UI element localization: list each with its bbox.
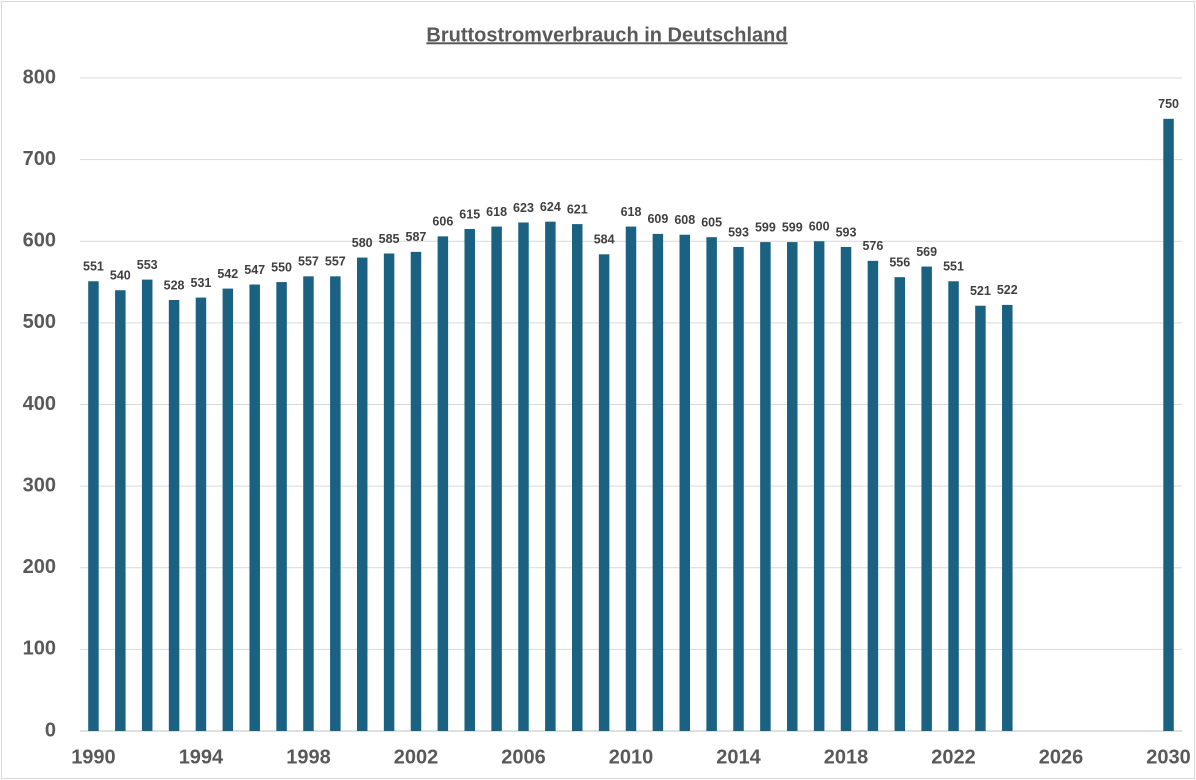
bar bbox=[625, 226, 637, 731]
data-label: 557 bbox=[325, 255, 346, 269]
data-label: 547 bbox=[244, 263, 265, 277]
data-label: 618 bbox=[486, 205, 507, 219]
data-label: 576 bbox=[862, 239, 883, 253]
bar bbox=[303, 276, 314, 731]
y-tick-label: 400 bbox=[23, 393, 56, 415]
y-tick-label: 700 bbox=[23, 148, 56, 170]
data-label: 553 bbox=[137, 258, 158, 272]
data-label: 584 bbox=[594, 233, 615, 247]
y-tick-label: 200 bbox=[23, 556, 56, 578]
bar bbox=[518, 222, 529, 731]
bar bbox=[679, 234, 691, 731]
x-tick-label: 2026 bbox=[1039, 746, 1084, 768]
bar bbox=[491, 226, 502, 731]
data-label: 599 bbox=[755, 220, 776, 234]
data-label: 600 bbox=[809, 220, 830, 234]
data-label: 551 bbox=[83, 260, 104, 274]
data-label: 615 bbox=[459, 207, 480, 221]
bar bbox=[975, 305, 986, 731]
data-label: 521 bbox=[970, 284, 991, 298]
bar bbox=[115, 290, 126, 731]
data-label: 550 bbox=[271, 260, 292, 274]
y-tick-label: 800 bbox=[23, 66, 56, 88]
bar bbox=[410, 251, 422, 731]
bar bbox=[652, 233, 664, 731]
bar bbox=[921, 266, 932, 731]
y-tick-label: 300 bbox=[23, 474, 56, 496]
x-tick-label: 2018 bbox=[824, 746, 869, 768]
bar bbox=[141, 279, 153, 731]
data-label: 624 bbox=[540, 200, 561, 214]
data-label: 542 bbox=[217, 267, 238, 281]
x-tick-label: 1990 bbox=[71, 746, 116, 768]
data-label: 569 bbox=[916, 245, 937, 259]
bar bbox=[195, 297, 207, 731]
data-label: 606 bbox=[432, 215, 453, 229]
data-label: 608 bbox=[674, 213, 695, 227]
data-label: 528 bbox=[164, 278, 185, 292]
bar bbox=[760, 242, 771, 731]
data-label: 540 bbox=[110, 269, 131, 283]
data-label: 593 bbox=[836, 225, 857, 239]
data-label: 609 bbox=[647, 212, 668, 226]
data-label: 587 bbox=[406, 230, 427, 244]
bar bbox=[1002, 304, 1013, 731]
chart-title: Bruttostromverbrauch in Deutschland bbox=[426, 24, 787, 46]
data-label: 618 bbox=[621, 205, 642, 219]
bar bbox=[330, 276, 341, 731]
data-label: 599 bbox=[782, 220, 803, 234]
bar bbox=[840, 246, 852, 731]
bar bbox=[571, 224, 583, 731]
x-tick-label: 2030 bbox=[1146, 746, 1191, 768]
bar bbox=[733, 246, 744, 731]
bar bbox=[948, 281, 959, 731]
bar bbox=[598, 254, 610, 731]
x-tick-label: 1994 bbox=[179, 746, 224, 768]
bar bbox=[787, 242, 798, 731]
data-label: 621 bbox=[567, 202, 588, 216]
bar bbox=[894, 277, 906, 731]
data-label: 605 bbox=[701, 215, 722, 229]
data-label: 580 bbox=[352, 236, 373, 250]
y-tick-label: 100 bbox=[23, 638, 56, 660]
bar bbox=[437, 236, 449, 732]
x-tick-label: 1998 bbox=[286, 746, 331, 768]
data-label: 551 bbox=[943, 260, 964, 274]
bar bbox=[276, 282, 287, 731]
x-tick-label: 2002 bbox=[394, 746, 439, 768]
data-label: 531 bbox=[191, 276, 212, 290]
x-tick-label: 2014 bbox=[716, 746, 761, 768]
bar bbox=[1163, 118, 1174, 731]
bar bbox=[813, 241, 825, 731]
data-label: 593 bbox=[728, 225, 749, 239]
data-label: 556 bbox=[889, 255, 910, 269]
bar bbox=[222, 288, 234, 731]
data-label: 623 bbox=[513, 201, 534, 215]
bar bbox=[464, 229, 475, 731]
bar bbox=[867, 260, 879, 731]
x-tick-label: 2010 bbox=[609, 746, 654, 768]
bar bbox=[545, 221, 556, 731]
bar bbox=[249, 284, 260, 731]
x-tick-label: 2022 bbox=[931, 746, 976, 768]
y-tick-label: 0 bbox=[45, 719, 56, 741]
data-label: 522 bbox=[997, 283, 1018, 297]
bar bbox=[383, 253, 395, 731]
bar bbox=[356, 257, 368, 731]
data-label: 585 bbox=[379, 232, 400, 246]
y-tick-label: 600 bbox=[23, 230, 56, 252]
data-label: 750 bbox=[1158, 97, 1179, 111]
y-tick-label: 500 bbox=[23, 311, 56, 333]
bar bbox=[706, 237, 717, 731]
bar bbox=[88, 281, 99, 731]
bar bbox=[168, 300, 180, 731]
data-label: 557 bbox=[298, 255, 319, 269]
x-tick-label: 2006 bbox=[501, 746, 546, 768]
